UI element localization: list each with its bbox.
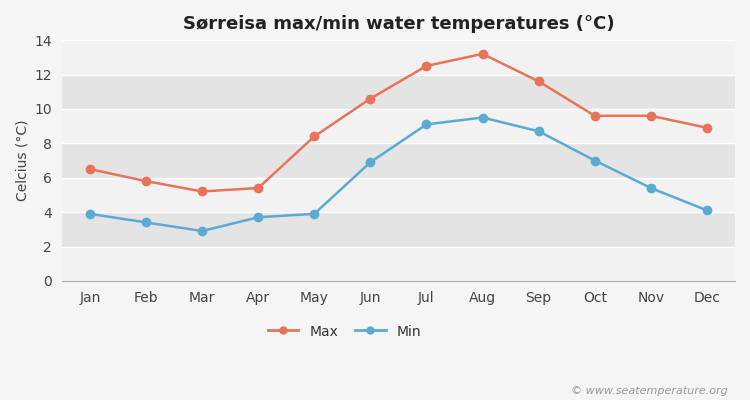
Bar [62, 143, 735, 178]
Legend: Max, Min: Max, Min [262, 319, 427, 344]
Min [646, 186, 656, 190]
Min [86, 212, 94, 216]
Min [254, 215, 262, 220]
Bar [62, 212, 735, 246]
Max [478, 52, 487, 56]
Max [142, 179, 151, 184]
Min [366, 160, 375, 165]
Min [142, 220, 151, 225]
Min [478, 115, 487, 120]
Min [703, 208, 712, 213]
Y-axis label: Celcius (°C): Celcius (°C) [15, 120, 29, 201]
Max [310, 134, 319, 139]
Line: Max: Max [86, 50, 711, 196]
Max [590, 113, 599, 118]
Title: Sørreisa max/min water temperatures (°C): Sørreisa max/min water temperatures (°C) [183, 15, 614, 33]
Bar [62, 40, 735, 74]
Bar [62, 246, 735, 281]
Max [86, 167, 94, 172]
Min [534, 129, 543, 134]
Bar [62, 178, 735, 212]
Min [198, 229, 207, 234]
Bar [62, 74, 735, 109]
Max [646, 113, 656, 118]
Max [198, 189, 207, 194]
Line: Min: Min [86, 113, 711, 235]
Max [422, 64, 431, 68]
Max [534, 79, 543, 84]
Min [590, 158, 599, 163]
Text: © www.seatemperature.org: © www.seatemperature.org [571, 386, 728, 396]
Max [254, 186, 262, 190]
Bar [62, 109, 735, 143]
Min [310, 212, 319, 216]
Max [703, 126, 712, 130]
Min [422, 122, 431, 127]
Max [366, 96, 375, 101]
